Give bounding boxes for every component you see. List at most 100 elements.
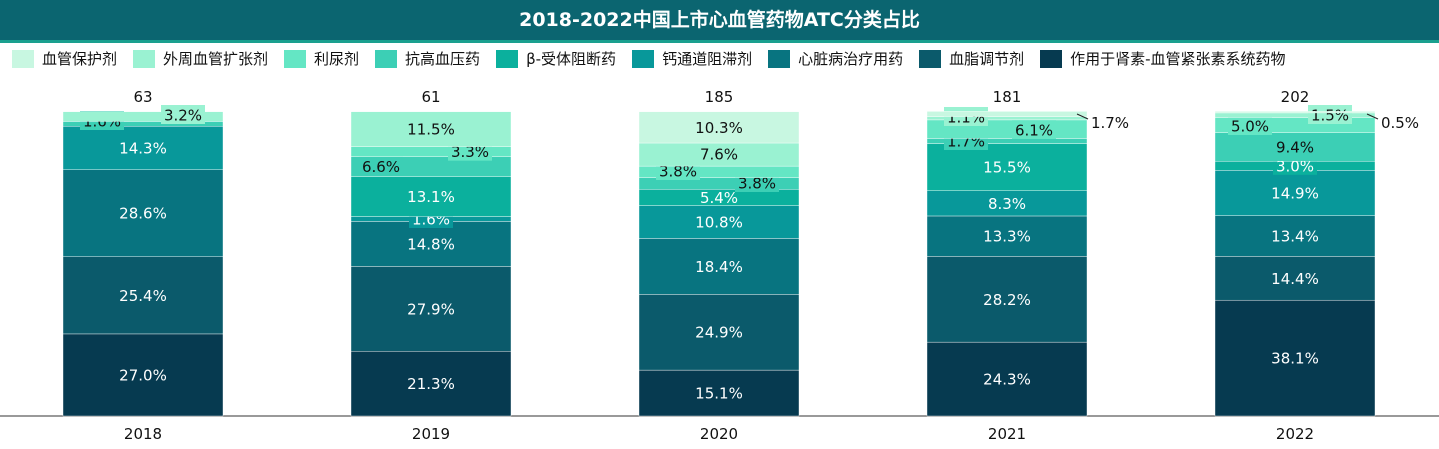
- bar-segment: [926, 215, 1088, 257]
- legend-item: 血脂调节剂: [919, 48, 1024, 69]
- bar-segment: [1214, 132, 1376, 162]
- legend-swatch: [375, 49, 398, 68]
- data-label-bg: [1228, 116, 1272, 135]
- legend-item: 血管保护剂: [12, 48, 117, 69]
- x-tick-label: 2018: [124, 425, 162, 443]
- data-label: 10.8%: [695, 214, 743, 232]
- bar-segment: [926, 256, 1088, 343]
- data-label: 13.3%: [983, 228, 1031, 246]
- bar-segment: [62, 169, 224, 257]
- data-label: 3.0%: [1276, 157, 1314, 175]
- legend-swatch: [919, 49, 942, 68]
- data-label: 14.3%: [119, 140, 167, 158]
- bar-segment: [62, 333, 224, 417]
- legend-item: 钙通道阻滞剂: [632, 48, 752, 69]
- legend-item: 利尿剂: [284, 48, 359, 69]
- legend-swatch: [12, 49, 34, 68]
- data-label: 10.3%: [695, 119, 743, 137]
- total-label: 202: [1281, 88, 1310, 106]
- data-label: 8.3%: [988, 195, 1026, 213]
- legend-item: 作用于肾素-血管紧张素系统药物: [1040, 48, 1286, 69]
- legend-label: 外周血管扩张剂: [163, 50, 269, 68]
- bar-segment: [638, 294, 800, 371]
- data-label: 14.4%: [1271, 270, 1319, 288]
- data-label: 13.1%: [407, 188, 455, 206]
- data-label: 24.9%: [695, 324, 743, 342]
- total-label: 185: [705, 88, 734, 106]
- bar-segment: [62, 111, 224, 122]
- bar-segment: [638, 111, 800, 144]
- data-label: 14.9%: [1271, 185, 1319, 203]
- legend-label: 血管保护剂: [42, 50, 118, 68]
- legend-label: 抗高血压药: [405, 50, 481, 68]
- legend-swatch: [496, 49, 519, 68]
- data-label: 3.3%: [451, 143, 489, 161]
- legend-swatch: [1040, 49, 1063, 68]
- data-label: 14.8%: [407, 235, 455, 253]
- data-label: 9.4%: [1276, 138, 1314, 156]
- legend-item: 抗高血压药: [375, 48, 480, 69]
- data-label-bg: [1012, 120, 1056, 139]
- data-label: 18.4%: [695, 258, 743, 276]
- legend-label: 钙通道阻滞剂: [662, 50, 753, 68]
- total-label: 63: [133, 88, 152, 106]
- bar-segment: [1214, 256, 1376, 301]
- bar-segment: [638, 369, 800, 417]
- legend-label: 作用于肾素-血管紧张素系统药物: [1070, 50, 1286, 68]
- data-label: 3.2%: [164, 107, 202, 125]
- bar-segment: [350, 266, 512, 352]
- bar-segment: [1214, 215, 1376, 257]
- data-label: 25.4%: [119, 287, 167, 305]
- data-label-bg: [161, 105, 205, 124]
- data-label: 13.4%: [1271, 228, 1319, 246]
- x-tick-label: 2020: [700, 425, 738, 443]
- legend-swatch: [768, 49, 791, 68]
- data-label: 24.3%: [983, 371, 1031, 389]
- legend-swatch: [632, 49, 655, 68]
- legend-label: 血脂调节剂: [949, 50, 1025, 68]
- bar-segment: [926, 190, 1088, 217]
- data-label-bg: [359, 156, 403, 176]
- data-label: 38.1%: [1271, 350, 1319, 368]
- data-label: 5.0%: [1231, 118, 1269, 136]
- data-label: 27.9%: [407, 300, 455, 318]
- legend-item: β-受体阻断药: [496, 48, 616, 69]
- x-tick-label: 2022: [1276, 425, 1314, 443]
- x-tick-label: 2021: [988, 425, 1026, 443]
- leader-line: [1366, 113, 1379, 120]
- data-label: 0.5%: [1381, 114, 1419, 132]
- data-label: 28.6%: [119, 205, 167, 223]
- data-label-bg: [1308, 105, 1352, 124]
- bar-segment: [1214, 299, 1376, 417]
- bar-segment: [926, 341, 1088, 417]
- data-label: 6.1%: [1015, 122, 1053, 140]
- bar-segment: [638, 205, 800, 239]
- bar-segment: [62, 256, 224, 335]
- bar-segment: [1214, 111, 1376, 114]
- data-label: 1.5%: [1311, 107, 1349, 125]
- data-label-bg: [697, 144, 741, 163]
- data-label: 3.8%: [659, 163, 697, 181]
- bar-segment: [350, 351, 512, 417]
- x-tick-label: 2019: [412, 425, 450, 443]
- legend-label: 利尿剂: [314, 50, 360, 68]
- bar-segment: [1214, 170, 1376, 216]
- data-label: 21.3%: [407, 375, 455, 393]
- legend-label: β-受体阻断药: [526, 50, 617, 68]
- chart-title: 2018-2022中国上市心血管药物ATC分类占比: [0, 0, 1439, 43]
- total-label: 61: [421, 88, 440, 106]
- legend-item: 外周血管扩张剂: [133, 48, 268, 69]
- bar-segment: [926, 111, 1088, 117]
- legend-swatch: [284, 49, 307, 68]
- legend: 血管保护剂 外周血管扩张剂 利尿剂 抗高血压药 β-受体阻断药 钙通道阻滞剂 心脏病治疗用药…: [12, 48, 1302, 69]
- data-label: 6.6%: [362, 158, 400, 176]
- data-label: 15.1%: [695, 385, 743, 403]
- data-label: 11.5%: [407, 121, 455, 139]
- leader-line: [1076, 113, 1089, 120]
- total-label: 181: [993, 88, 1022, 106]
- data-label: 1.7%: [1091, 114, 1129, 132]
- bar-segment: [350, 111, 512, 147]
- data-label: 5.4%: [700, 189, 738, 207]
- bar-segment: [350, 221, 512, 267]
